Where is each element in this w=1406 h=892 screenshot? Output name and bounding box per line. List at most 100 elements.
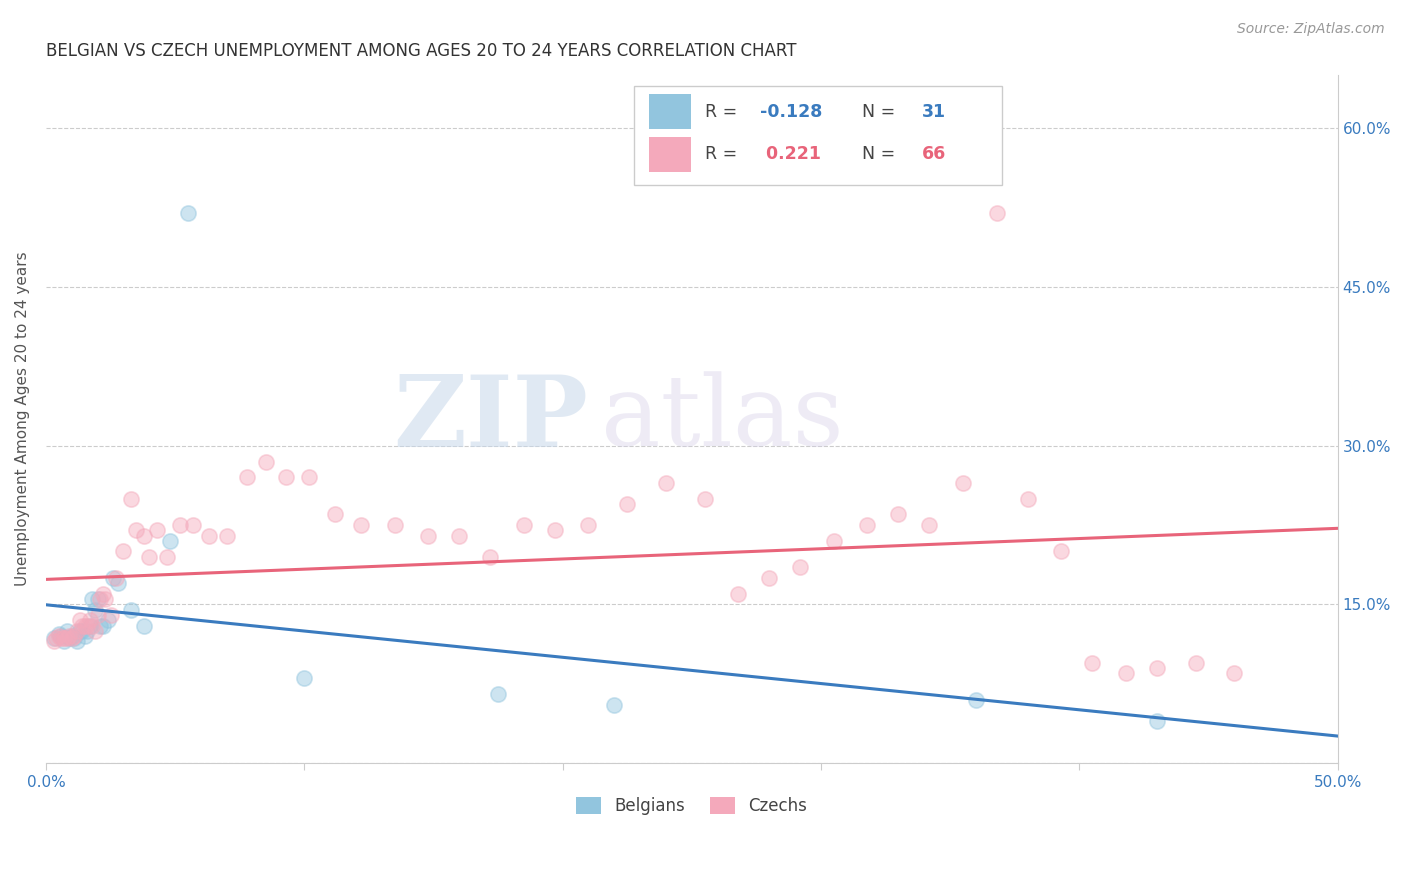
Point xyxy=(479,549,502,564)
Point xyxy=(45,632,67,646)
Point xyxy=(66,624,89,638)
Point xyxy=(84,602,107,616)
Point xyxy=(91,618,114,632)
Point xyxy=(1223,666,1246,681)
Point xyxy=(655,475,678,490)
Legend: Belgians, Czechs: Belgians, Czechs xyxy=(568,789,815,823)
Point xyxy=(107,576,129,591)
Point xyxy=(53,634,76,648)
Point xyxy=(513,518,536,533)
Point xyxy=(84,624,107,638)
Point xyxy=(101,571,124,585)
Point xyxy=(120,491,142,506)
Text: BELGIAN VS CZECH UNEMPLOYMENT AMONG AGES 20 TO 24 YEARS CORRELATION CHART: BELGIAN VS CZECH UNEMPLOYMENT AMONG AGES… xyxy=(46,42,796,60)
Point xyxy=(1050,544,1073,558)
Point xyxy=(350,518,373,533)
Text: N =: N = xyxy=(851,145,900,163)
Point xyxy=(449,528,471,542)
Point xyxy=(69,624,91,638)
Text: ZIP: ZIP xyxy=(394,371,589,467)
Bar xyxy=(650,95,690,128)
Point xyxy=(965,692,987,706)
Point xyxy=(823,533,845,548)
Point xyxy=(1017,491,1039,506)
Point xyxy=(578,518,600,533)
Point xyxy=(97,613,120,627)
Point xyxy=(418,528,440,542)
Point xyxy=(73,618,96,632)
Point xyxy=(789,560,811,574)
Point xyxy=(486,687,509,701)
Point xyxy=(1115,666,1137,681)
Text: R =: R = xyxy=(704,103,742,120)
Point xyxy=(89,618,111,632)
Point xyxy=(48,629,70,643)
Point xyxy=(60,632,83,646)
Bar xyxy=(650,137,690,171)
Point xyxy=(1146,714,1168,728)
Point xyxy=(215,528,238,542)
Point xyxy=(323,508,346,522)
Point xyxy=(89,592,111,607)
Point xyxy=(82,592,104,607)
Text: 66: 66 xyxy=(922,145,946,163)
Point xyxy=(292,672,315,686)
Point xyxy=(120,602,142,616)
Point xyxy=(58,629,80,643)
Point xyxy=(94,592,117,607)
Point xyxy=(58,632,80,646)
Point xyxy=(181,518,204,533)
Point xyxy=(112,544,135,558)
Text: -0.128: -0.128 xyxy=(761,103,823,120)
Point xyxy=(169,518,191,533)
Point xyxy=(134,528,156,542)
Point xyxy=(79,618,101,632)
Point xyxy=(1184,656,1206,670)
Point xyxy=(276,470,298,484)
Point xyxy=(86,592,108,607)
Point xyxy=(100,607,122,622)
Point xyxy=(693,491,716,506)
Point xyxy=(91,587,114,601)
Point xyxy=(727,587,749,601)
Point xyxy=(82,618,104,632)
Point xyxy=(236,470,259,484)
Point xyxy=(146,523,169,537)
Point xyxy=(616,497,638,511)
Point xyxy=(70,618,93,632)
Point xyxy=(856,518,879,533)
Point xyxy=(86,607,108,622)
Point xyxy=(63,629,86,643)
Point xyxy=(79,613,101,627)
Point xyxy=(53,632,76,646)
Point xyxy=(48,627,70,641)
Point xyxy=(125,523,148,537)
Point xyxy=(952,475,974,490)
Point xyxy=(603,698,626,712)
Point xyxy=(42,632,65,646)
Point xyxy=(159,533,181,548)
Y-axis label: Unemployment Among Ages 20 to 24 years: Unemployment Among Ages 20 to 24 years xyxy=(15,252,30,586)
Point xyxy=(177,206,200,220)
Point xyxy=(1146,661,1168,675)
Text: N =: N = xyxy=(851,103,900,120)
Text: R =: R = xyxy=(704,145,742,163)
Point xyxy=(76,624,98,638)
Point xyxy=(51,632,73,646)
Point xyxy=(1081,656,1104,670)
Text: atlas: atlas xyxy=(602,371,844,467)
Point xyxy=(70,624,93,638)
Point xyxy=(134,618,156,632)
Point xyxy=(298,470,321,484)
Point xyxy=(138,549,160,564)
Point xyxy=(156,549,179,564)
Text: Source: ZipAtlas.com: Source: ZipAtlas.com xyxy=(1237,22,1385,37)
Point xyxy=(55,624,77,638)
Text: 31: 31 xyxy=(922,103,946,120)
Point xyxy=(42,634,65,648)
Text: 0.221: 0.221 xyxy=(761,145,821,163)
Point xyxy=(104,571,127,585)
Point xyxy=(76,618,98,632)
FancyBboxPatch shape xyxy=(634,86,1002,186)
Point xyxy=(384,518,406,533)
